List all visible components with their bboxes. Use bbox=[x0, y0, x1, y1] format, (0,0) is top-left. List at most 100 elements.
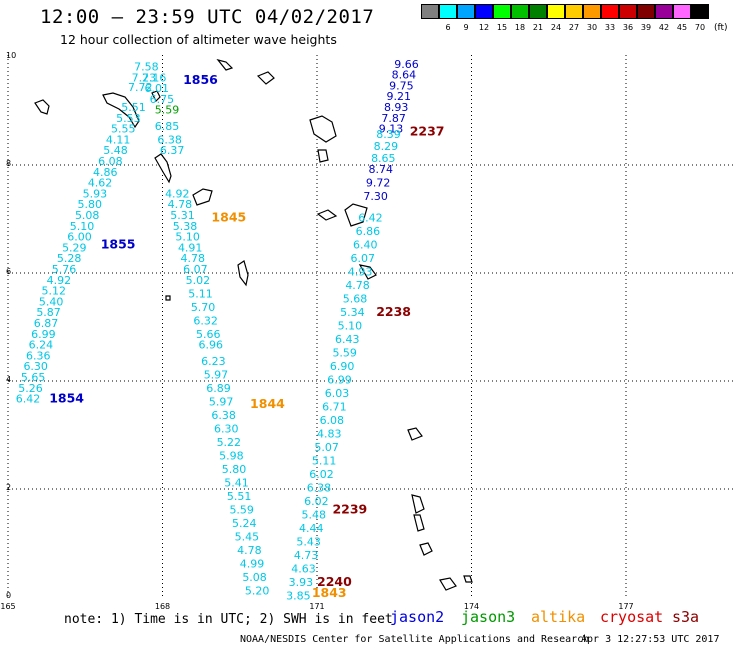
legend-swatch bbox=[439, 4, 457, 19]
generation-timestamp: Apr 3 12:27:53 UTC 2017 bbox=[581, 634, 720, 645]
wave-height-label: 6.42 bbox=[16, 393, 40, 406]
island-shape bbox=[316, 209, 338, 221]
island-shape bbox=[439, 577, 457, 591]
satellite-name: s3a bbox=[672, 608, 700, 626]
wave-height-label: 5.97 bbox=[209, 395, 234, 408]
wave-height-label: 6.08 bbox=[320, 414, 345, 427]
wave-height-label: 6.02 bbox=[304, 495, 329, 508]
wave-height-label: 5.11 bbox=[312, 455, 337, 468]
wave-height-label: 9.66 bbox=[394, 58, 419, 71]
wave-height-label: 5.93 bbox=[83, 187, 108, 200]
wave-height-label: 6.23 bbox=[201, 355, 226, 368]
lon-tick-label: 165 bbox=[0, 602, 16, 611]
island-shape bbox=[151, 90, 161, 103]
pass-time-label: 1855 bbox=[101, 237, 136, 252]
lat-tick-label: 8 bbox=[6, 159, 12, 168]
legend-swatch bbox=[457, 4, 475, 19]
pass-time-label: 1856 bbox=[183, 72, 218, 87]
wave-height-label: 7.16 bbox=[142, 71, 167, 84]
legend-swatch bbox=[493, 4, 511, 19]
wave-height-label: 5.45 bbox=[235, 530, 260, 543]
wave-height-label: 4.92 bbox=[165, 187, 190, 200]
wave-height-label: 5.43 bbox=[296, 536, 321, 549]
island-shape bbox=[165, 295, 171, 301]
island-shape bbox=[411, 494, 425, 514]
legend-label: 33 bbox=[604, 23, 616, 32]
wave-height-label: 5.59 bbox=[229, 503, 254, 516]
wave-height-label: 5.10 bbox=[175, 231, 200, 244]
wave-height-label: 7.87 bbox=[381, 112, 406, 125]
wave-height-label: 5.20 bbox=[245, 584, 270, 597]
wave-height-label: 5.24 bbox=[232, 517, 257, 530]
wave-height-label: 4.78 bbox=[237, 544, 261, 557]
island-shape bbox=[317, 149, 329, 163]
wave-height-label: 5.87 bbox=[36, 306, 61, 319]
legend-label: 45 bbox=[676, 23, 688, 32]
wave-height-label: 4.91 bbox=[178, 241, 203, 254]
wave-height-label: 6.24 bbox=[29, 339, 53, 352]
wave-height-label: 5.55 bbox=[111, 123, 136, 136]
pass-time-label: 1854 bbox=[49, 391, 84, 406]
wave-height-label: 5.59 bbox=[155, 104, 180, 117]
lon-tick-label: 177 bbox=[618, 602, 634, 611]
wave-height-label: 4.63 bbox=[291, 563, 316, 576]
wave-height-label: 4.92 bbox=[47, 274, 72, 287]
island-shape bbox=[237, 260, 249, 287]
wave-height-label: 4.11 bbox=[106, 133, 131, 146]
wave-height-label: 6.37 bbox=[160, 144, 185, 157]
wave-height-label: 5.80 bbox=[222, 463, 247, 476]
legend-swatch bbox=[637, 4, 655, 19]
lon-tick-label: 174 bbox=[463, 602, 480, 611]
wave-height-label: 5.31 bbox=[170, 209, 195, 222]
wave-height-label: 4.83 bbox=[317, 428, 342, 441]
wave-height-label: 4.62 bbox=[88, 177, 113, 190]
legend-swatch bbox=[511, 4, 529, 19]
footer-note: note: 1) Time is in UTC; 2) SWH is in fe… bbox=[64, 612, 393, 627]
wave-height-label: 6.03 bbox=[325, 387, 350, 400]
wave-height-label: 4.99 bbox=[240, 557, 265, 570]
legend-label: 15 bbox=[496, 23, 508, 32]
island-shape bbox=[407, 427, 423, 441]
wave-height-label: 6.08 bbox=[98, 155, 123, 168]
wave-height-label: 9.13 bbox=[379, 123, 404, 136]
wave-height-label: 5.48 bbox=[302, 509, 327, 522]
wave-height-label: 8.64 bbox=[392, 69, 417, 82]
legend-label: 30 bbox=[586, 23, 598, 32]
wave-height-label: 6.85 bbox=[155, 120, 180, 133]
legend-label: 24 bbox=[550, 23, 562, 32]
island-shape bbox=[256, 71, 275, 85]
wave-height-label: 7.72 bbox=[128, 81, 152, 94]
pass-time-label: 2237 bbox=[410, 123, 445, 138]
wave-height-label: 6.32 bbox=[193, 314, 218, 327]
legend-swatch bbox=[529, 4, 547, 19]
legend-label: 39 bbox=[640, 23, 652, 32]
islands bbox=[34, 58, 473, 591]
island-shape bbox=[413, 514, 425, 532]
wave-height-label: 5.98 bbox=[219, 449, 244, 462]
wave-height-label: 8.29 bbox=[374, 140, 399, 153]
wave-height-label: 5.10 bbox=[70, 220, 95, 233]
wave-height-label: 9.72 bbox=[366, 177, 391, 190]
color-legend: 6 9 12 15 18 21 24 27 30 33 36 39 42 45 70 (ft) bbox=[421, 4, 729, 34]
wave-height-label: 5.41 bbox=[224, 476, 249, 489]
wave-height-label: 4.73 bbox=[294, 549, 319, 562]
legend-swatch bbox=[547, 4, 565, 19]
island-shape bbox=[192, 188, 213, 206]
wave-height-label: 5.76 bbox=[52, 263, 77, 276]
wave-height-label: 5.02 bbox=[186, 274, 211, 287]
island-shape bbox=[463, 575, 473, 583]
credit-line: NOAA/NESDIS Center for Satellite Applica… bbox=[240, 634, 590, 645]
wave-height-label: 7.30 bbox=[363, 190, 388, 203]
island-shape bbox=[358, 264, 377, 280]
wave-height-label: 7.58 bbox=[134, 61, 159, 74]
wave-height-label: 6.02 bbox=[309, 468, 334, 481]
map-subtitle: 12 hour collection of altimeter wave hei… bbox=[60, 32, 337, 47]
wave-height-label: 5.07 bbox=[314, 441, 339, 454]
wave-height-label: 6.01 bbox=[144, 82, 169, 95]
legend-swatch bbox=[691, 4, 709, 19]
wave-height-label: 6.86 bbox=[356, 225, 381, 238]
legend-swatch bbox=[619, 4, 637, 19]
legend-swatch bbox=[565, 4, 583, 19]
island-shape bbox=[216, 58, 234, 71]
